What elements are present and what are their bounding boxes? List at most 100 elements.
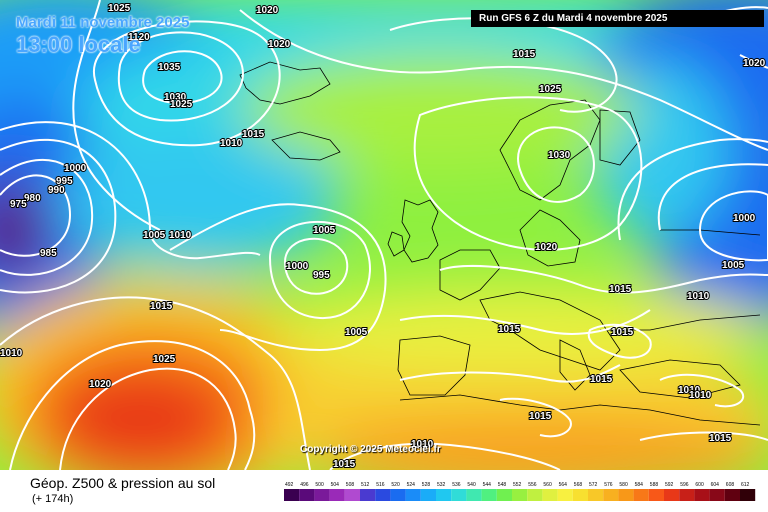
isobar-label: 1010 [678,385,701,396]
isobar-label: 1010 [0,348,23,359]
isobar-label: 1000 [64,163,87,174]
run-info-box: Run GFS 6 Z du Mardi 4 novembre 2025 [471,10,764,27]
scale-tick-label: 532 [437,482,446,488]
isobar-label: 1025 [108,3,131,14]
isobar-label: 1010 [689,390,712,401]
scale-color-swatch [633,489,649,501]
scale-color-swatch [740,489,756,501]
isobar-label: 1010 [169,230,192,241]
isobar-label: 1005 [143,230,166,241]
scale-color-swatch [436,489,452,501]
local-time-label: 13:00 locale [16,32,141,57]
isobar-label: 1020 [256,5,279,16]
scale-color-swatch [542,489,558,501]
scale-color-swatch [496,489,512,501]
scale-color-swatch [284,489,300,501]
isobar-label: 980 [24,193,41,204]
scale-tick-label: 540 [467,482,476,488]
scale-color-swatch [679,489,695,501]
scale-tick-label: 556 [528,482,537,488]
scale-tick-label: 520 [391,482,400,488]
isobar-label: 1015 [709,433,732,444]
isobar-label: 1015 [611,327,634,338]
isobar-label: 1035 [158,62,181,73]
scale-color-swatch [527,489,543,501]
scale-color-swatch [375,489,391,501]
scale-color-swatch [709,489,725,501]
coastlines [239,61,761,426]
scale-tick-label: 580 [619,482,628,488]
scale-tick-label: 600 [695,482,704,488]
weather-map: 1025 1020 1120 1035 1030 1025 1020 1015 … [0,0,768,470]
isobar-label: 1030 [548,150,571,161]
scale-color-swatch [694,489,710,501]
scale-tick-label: 608 [726,482,735,488]
scale-tick-label: 572 [589,482,598,488]
isobar-label: 1015 [242,129,265,140]
scale-tick-label: 496 [300,482,309,488]
scale-color-swatch [314,489,330,501]
isobar-label: 1010 [687,291,710,302]
isobar-label: 1015 [150,301,173,312]
isobar-label: 1015 [333,459,356,470]
scale-tick-label: 584 [635,482,644,488]
isobar-label: 1000 [286,261,309,272]
scale-color-swatch [664,489,680,501]
scale-tick-label: 564 [559,482,568,488]
scale-color-swatch [420,489,436,501]
scale-tick-label: 552 [513,482,522,488]
isobar-label: 1000 [733,213,756,224]
scale-color-swatch [572,489,588,501]
scale-tick-label: 528 [422,482,431,488]
scale-color-swatch [481,489,497,501]
scale-tick-label: 548 [498,482,507,488]
scale-tick-label: 576 [604,482,613,488]
scale-color-swatch [512,489,528,501]
scale-color-swatch [724,489,740,501]
isobar-label: 1020 [89,379,112,390]
scale-tick-label: 592 [665,482,674,488]
scale-color-swatch [618,489,634,501]
scale-tick-label: 504 [331,482,340,488]
scale-tick-label: 512 [361,482,370,488]
isobar-label: 975 [10,199,27,210]
isobar-label: 995 [313,270,330,281]
scale-tick-label: 612 [741,482,750,488]
isobar-label: 1020 [743,58,766,69]
scale-color-swatch [603,489,619,501]
scale-color-swatch [648,489,664,501]
isobar-label: 1005 [345,327,368,338]
scale-tick-label: 568 [574,482,583,488]
isobar-label: 1010 [220,138,243,149]
scale-color-swatch [466,489,482,501]
scale-color-swatch [360,489,376,501]
map-title: Géop. Z500 & pression au sol [30,475,216,491]
scale-tick-label: 492 [285,482,294,488]
isobar-label: 1025 [539,84,562,95]
isobar-label: 1025 [153,354,176,365]
isobars [0,0,768,470]
scale-tick-label: 544 [483,482,492,488]
scale-tick-label: 524 [407,482,416,488]
scale-tick-label: 588 [650,482,659,488]
copyright-label: Copyright © 2025 Meteociel.fr [300,444,441,455]
isobar-label: 1005 [313,225,336,236]
scale-tick-label: 508 [346,482,355,488]
forecast-lead: (+ 174h) [32,493,74,505]
isobar-label: 1030 [164,92,187,103]
scale-color-swatch [557,489,573,501]
scale-color-swatch [405,489,421,501]
isobar-label: 1020 [535,242,558,253]
scale-tick-label: 500 [315,482,324,488]
isobar-label: 1120 [128,32,150,43]
isobar-label: 1020 [268,39,291,50]
isobar-label: 1015 [513,49,536,60]
scale-tick-label: 536 [452,482,461,488]
scale-color-swatch [451,489,467,501]
isobar-label: 1005 [722,260,745,271]
isobar-label: 1025 [170,99,193,110]
scale-color-swatch [329,489,345,501]
isobar-label: 990 [48,185,65,196]
isobar-labels: 1025 1020 1120 1035 1030 1025 1020 1015 … [0,2,767,470]
isobar-label: 985 [40,248,57,259]
